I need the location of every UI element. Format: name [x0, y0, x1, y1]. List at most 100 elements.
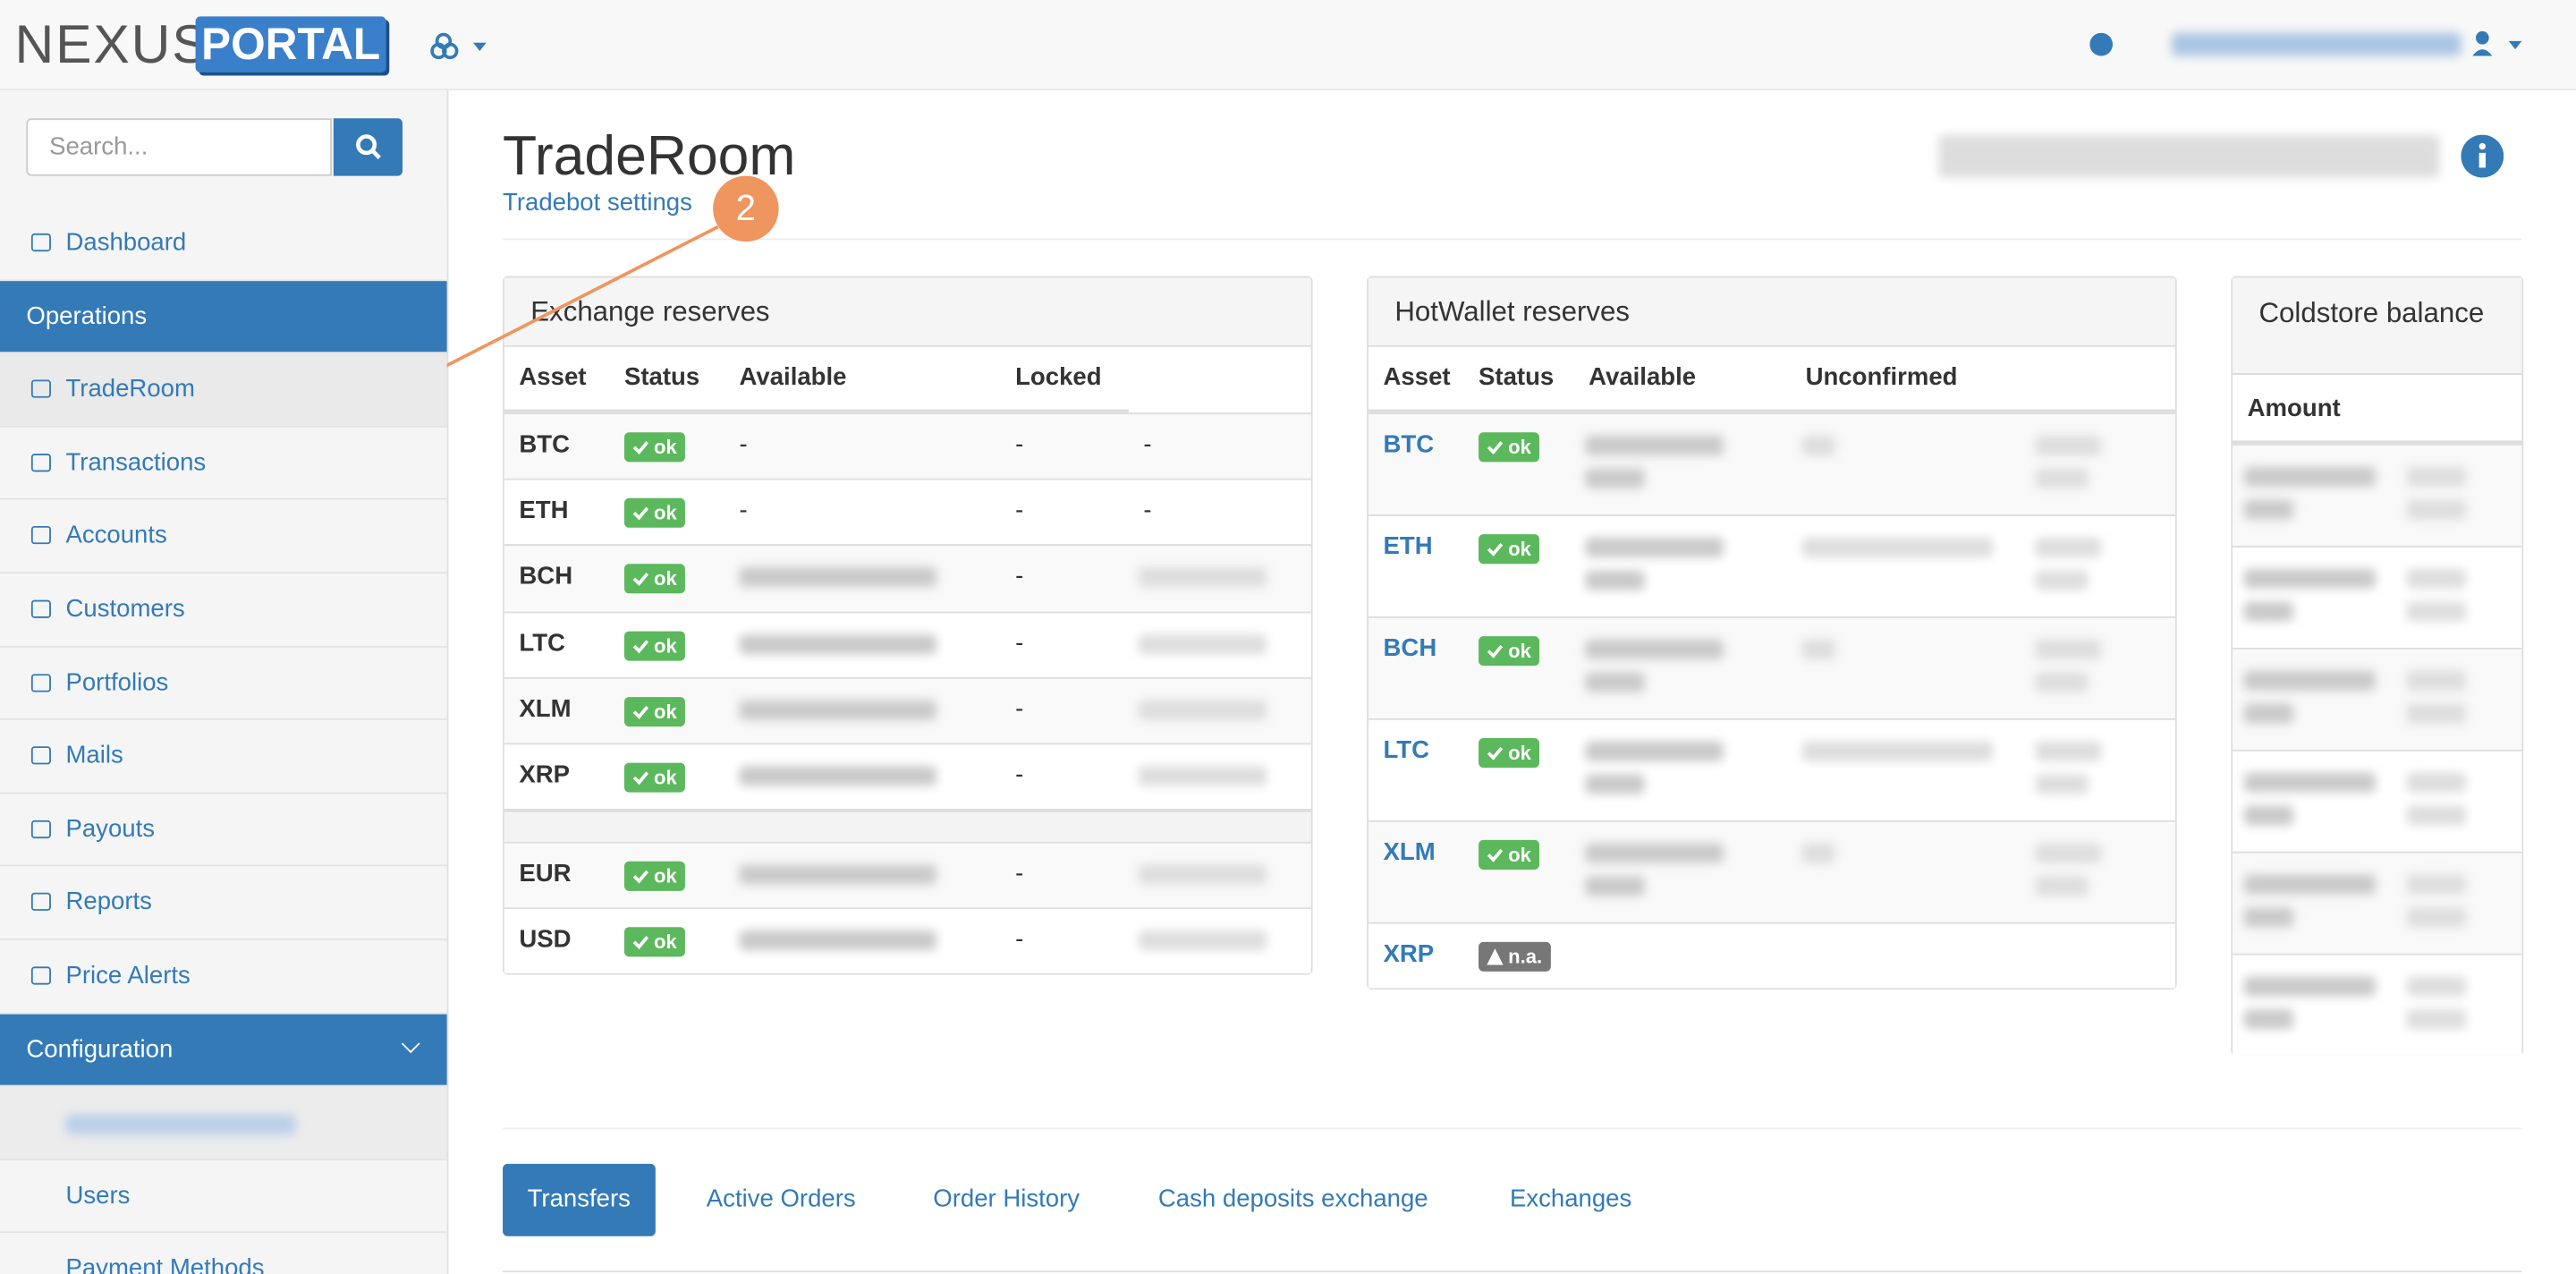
menu-item[interactable]: Customers [0, 573, 447, 648]
menu-label: Price Alerts [65, 961, 191, 990]
menu-item[interactable]: TradeRoom [0, 353, 447, 428]
status-text: ok [1508, 843, 1531, 867]
menu-icon [30, 966, 51, 985]
tab[interactable]: Exchanges [1509, 1185, 1632, 1214]
help-icon[interactable] [2089, 32, 2114, 56]
menu-label: Payouts [65, 814, 156, 844]
status-text: ok [654, 633, 677, 658]
blurred-value [1585, 843, 1724, 863]
user-email[interactable] [2172, 32, 2462, 56]
asset: BCH [519, 563, 573, 591]
asset[interactable]: XLM [1383, 838, 1436, 867]
tab[interactable]: Cash deposits exchange [1157, 1185, 1428, 1214]
logo-left[interactable]: NEXUS [14, 13, 210, 74]
row [1368, 718, 2175, 820]
menu-item[interactable]: Accounts [0, 500, 447, 574]
logo-right[interactable]: PORTAL [195, 16, 386, 72]
menu-item-text [65, 1115, 296, 1135]
menu-item[interactable] [0, 1086, 447, 1160]
search-button[interactable] [333, 118, 402, 176]
blurred-value [2243, 1009, 2294, 1030]
blurred-value [739, 864, 936, 885]
status-text: ok [654, 435, 677, 459]
menu-icon [30, 233, 51, 252]
check-icon [632, 705, 649, 719]
blurred-value [2406, 568, 2466, 589]
menu-label: Accounts [65, 522, 167, 550]
locked: - [1015, 926, 1024, 955]
blurred-value [2243, 805, 2294, 826]
menu-item[interactable]: Price Alerts [0, 940, 447, 1014]
status-badge: ok [623, 696, 685, 726]
tab[interactable]: Transfers [503, 1163, 656, 1236]
blurred-value [2406, 601, 2466, 622]
column-header: Available [1589, 363, 1697, 392]
row [2233, 953, 2522, 1056]
menu-item[interactable]: Configuration [0, 1013, 447, 1087]
blurred-value [1585, 741, 1724, 761]
chevron [401, 1033, 420, 1053]
menu-label: Operations [26, 302, 148, 330]
asset[interactable]: XRP [1383, 940, 1435, 969]
menu-item[interactable]: Dashboard [0, 207, 447, 281]
divider [503, 1270, 2522, 1273]
blurred-value [2035, 639, 2102, 659]
blurred-value [1801, 435, 1835, 455]
status-text: ok [654, 930, 677, 955]
row [2233, 546, 2522, 648]
asset[interactable]: ETH [1383, 532, 1433, 561]
blurred-value [739, 930, 936, 951]
tab[interactable]: Active Orders [706, 1185, 856, 1214]
check-icon [632, 573, 649, 587]
blurred-value [2406, 466, 2466, 487]
search-input[interactable]: Search... [26, 118, 333, 176]
asset[interactable]: LTC [1383, 736, 1430, 765]
asset[interactable]: BTC [1383, 430, 1435, 459]
info-icon[interactable] [2461, 134, 2504, 178]
asset: XRP [519, 760, 571, 789]
asset[interactable]: BCH [1383, 634, 1437, 663]
menu-item[interactable]: Payouts [0, 794, 447, 868]
blurred-value [1801, 843, 1835, 863]
user-menu[interactable] [2472, 30, 2525, 59]
tradebot-link[interactable]: Tradebot settings [503, 189, 692, 217]
menu-icon [30, 820, 51, 838]
menu-label: Configuration [26, 1034, 174, 1064]
status-badge: ok [623, 862, 685, 892]
menu-item[interactable]: Transactions [0, 427, 447, 501]
menu-item[interactable]: Mails [0, 720, 447, 794]
locked: - [1015, 860, 1024, 888]
apps-menu[interactable] [430, 30, 493, 63]
menu-item[interactable]: Users [0, 1159, 447, 1234]
extra: - [1143, 497, 1152, 525]
menu-item[interactable]: Reports [0, 867, 447, 940]
tab[interactable]: Order History [933, 1185, 1080, 1214]
menu-item[interactable]: Payment Methods [0, 1233, 447, 1274]
header-rule [504, 409, 1129, 413]
status-badge: ok [1479, 636, 1540, 667]
check-icon [632, 771, 649, 786]
menu-icon [30, 746, 51, 765]
blurred-value [1585, 639, 1724, 659]
menu-item[interactable]: Operations [0, 280, 447, 354]
check-icon [1487, 848, 1504, 862]
menu-icon [30, 599, 51, 618]
status-badge: n.a. [1479, 941, 1551, 972]
coldstore-panel: Coldstore balance Amount [2231, 276, 2524, 1056]
column-header: Locked [1015, 363, 1102, 392]
header-rule [2233, 440, 2522, 445]
blurred-value [1585, 774, 1645, 794]
locked: - [1015, 430, 1024, 459]
asset: ETH [519, 497, 569, 525]
blurred-value [1585, 672, 1645, 692]
warning-icon [1487, 948, 1504, 965]
blurred-value [2035, 435, 2102, 455]
menu-label: Reports [65, 888, 152, 917]
blurred-value [1585, 435, 1724, 455]
blurred-value [2406, 1009, 2466, 1030]
blurred-value [2243, 568, 2376, 589]
blurred-value [2406, 703, 2466, 724]
blurred-value [2243, 670, 2376, 691]
header-rule [1368, 409, 2175, 413]
menu-item[interactable]: Portfolios [0, 647, 447, 721]
